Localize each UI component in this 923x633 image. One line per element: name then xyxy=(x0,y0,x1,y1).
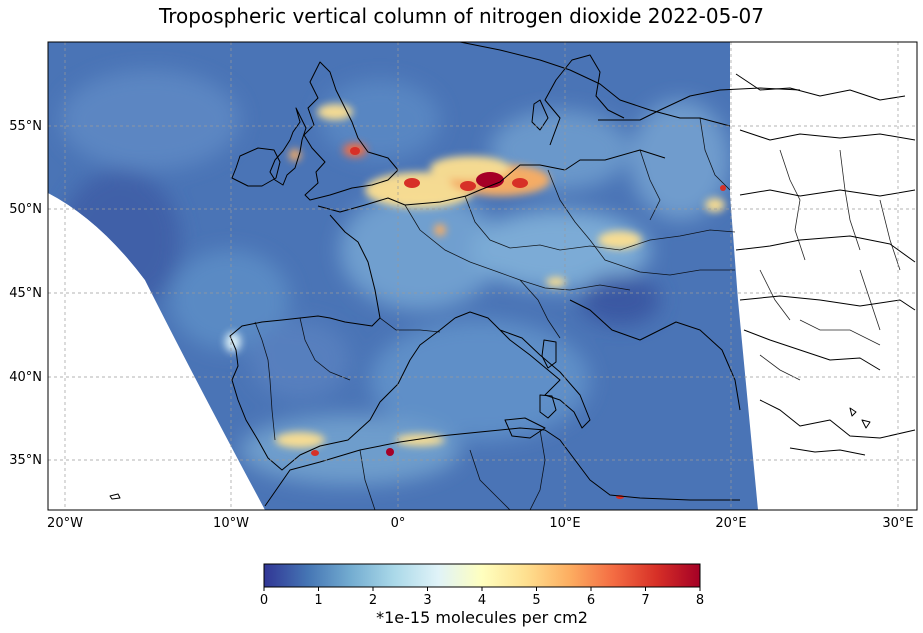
lon-tick-label: 20°W xyxy=(47,516,83,531)
lat-tick-label: 55°N xyxy=(9,119,42,134)
lat-tick-label: 45°N xyxy=(9,286,42,301)
country-borders xyxy=(254,117,901,511)
colorbar-tick-label: 7 xyxy=(641,593,649,608)
colorbar-tick-label: 4 xyxy=(478,593,486,608)
colorbar xyxy=(263,563,701,588)
gridlines xyxy=(48,42,917,510)
map-title: Tropospheric vertical column of nitrogen… xyxy=(159,4,764,28)
colorbar-tick-label: 5 xyxy=(532,593,540,608)
no2-hotspots xyxy=(311,147,726,499)
colorbar-ticks xyxy=(263,587,701,591)
colorbar-tick-label: 0 xyxy=(260,593,268,608)
colorbar-label: *1e-15 molecules per cm2 xyxy=(376,608,588,627)
coastlines xyxy=(109,41,916,507)
lat-tick-label: 40°N xyxy=(9,370,42,385)
lon-tick-label: 30°E xyxy=(882,516,913,531)
lon-tick-label: 10°W xyxy=(213,516,249,531)
colorbar-tick-label: 1 xyxy=(314,593,322,608)
colorbar-tick-label: 2 xyxy=(369,593,377,608)
lon-tick-label: 20°E xyxy=(715,516,746,531)
lat-tick-label: 35°N xyxy=(9,453,42,468)
lon-tick-labels: 20°W 10°W 0° 10°E 20°E 30°E xyxy=(47,516,914,531)
lat-tick-label: 50°N xyxy=(9,202,42,217)
lon-tick-label: 10°E xyxy=(549,516,580,531)
colorbar-tick-labels: 0 1 2 3 4 5 6 7 8 xyxy=(260,593,704,608)
colorbar-tick-label: 6 xyxy=(587,593,595,608)
colorbar-tick-label: 8 xyxy=(696,593,704,608)
map-frame xyxy=(47,41,918,511)
colorbar-tick-label: 3 xyxy=(423,593,431,608)
lat-tick-labels: 55°N 50°N 45°N 40°N 35°N xyxy=(9,119,42,468)
lon-tick-label: 0° xyxy=(391,516,406,531)
